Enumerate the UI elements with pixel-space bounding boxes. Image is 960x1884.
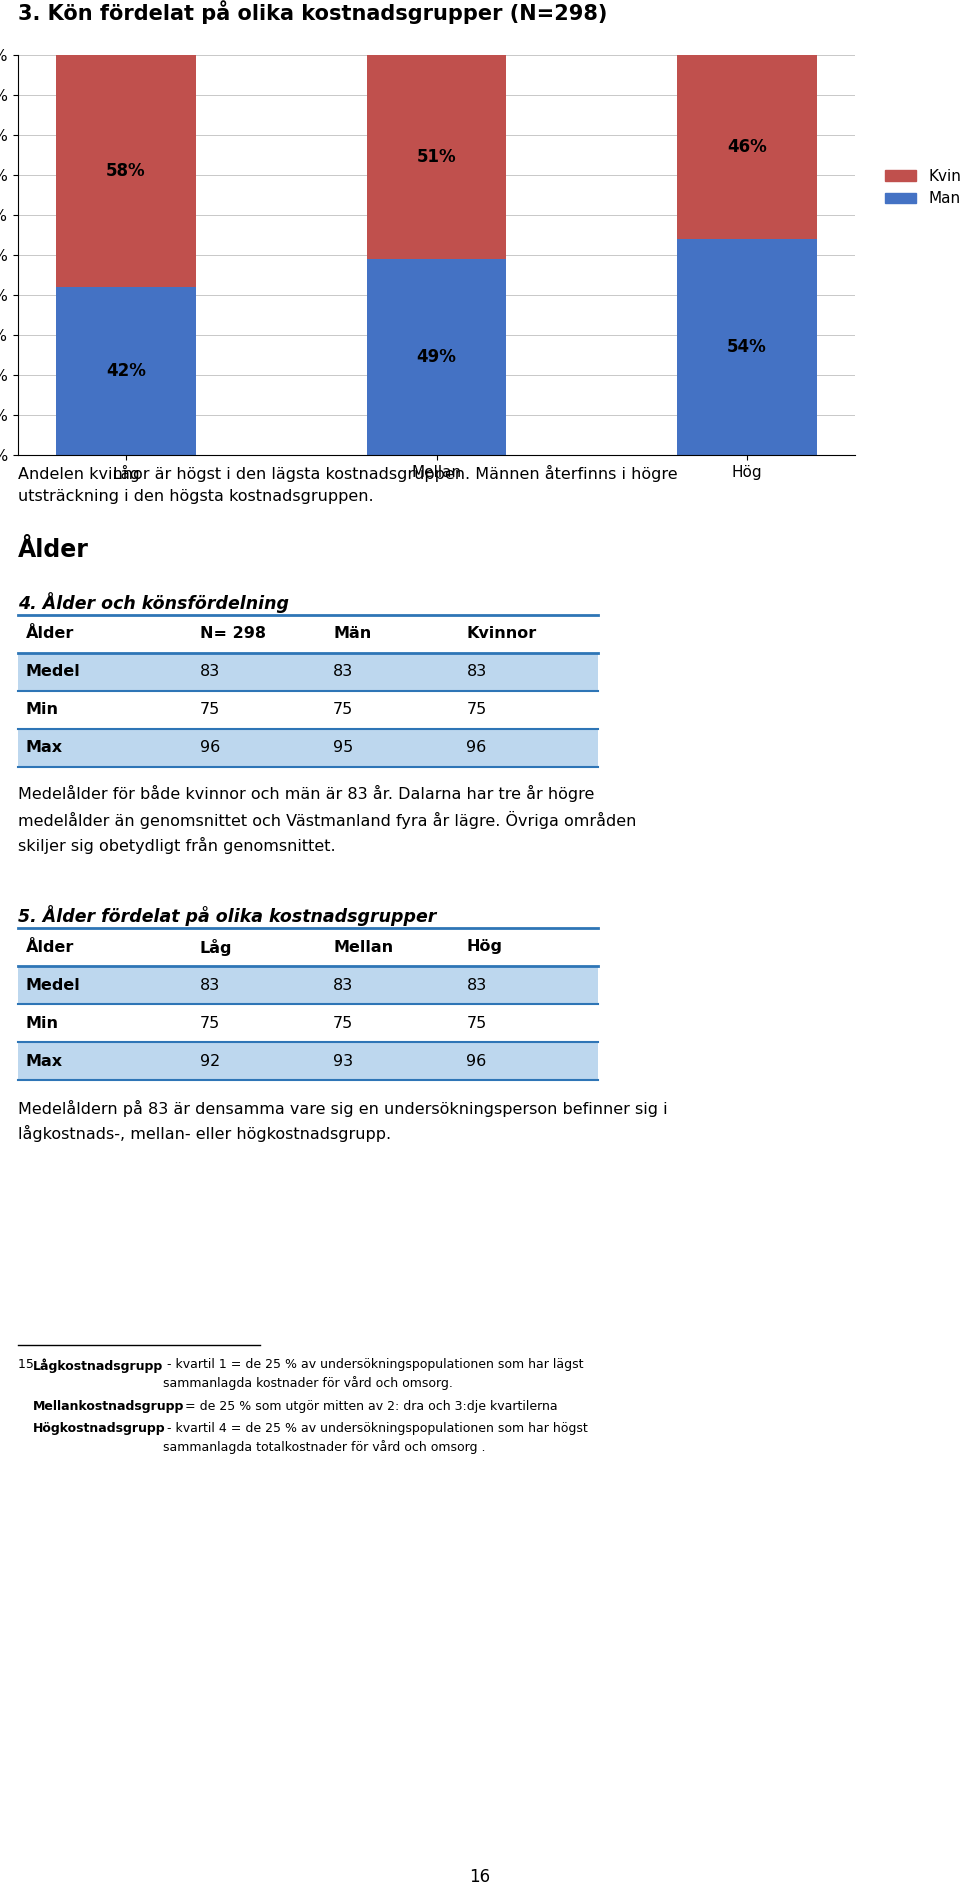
Text: 4. Ålder och könsfördelning: 4. Ålder och könsfördelning [18, 592, 289, 612]
Text: 83: 83 [200, 665, 220, 680]
Legend: Kvinna, Man: Kvinna, Man [879, 162, 960, 213]
Text: Mellankostnadsgrupp: Mellankostnadsgrupp [33, 1400, 184, 1413]
Text: - kvartil 4 = de 25 % av undersökningspopulationen som har högst
sammanlagda tot: - kvartil 4 = de 25 % av undersökningspo… [163, 1422, 588, 1454]
Text: Max: Max [26, 1053, 62, 1068]
Text: 54%: 54% [728, 337, 767, 356]
Text: Lågkostnadsgrupp: Lågkostnadsgrupp [33, 1358, 163, 1373]
Text: 83: 83 [333, 978, 353, 993]
Text: Kvinnor: Kvinnor [467, 627, 537, 641]
Text: Mellan: Mellan [333, 940, 394, 955]
Text: 58%: 58% [107, 162, 146, 181]
Bar [367, 258, 506, 456]
Text: Högkostnadsgrupp: Högkostnadsgrupp [33, 1422, 166, 1436]
Text: 75: 75 [333, 703, 353, 718]
Text: Max: Max [26, 740, 62, 755]
Text: Hög: Hög [467, 940, 502, 955]
Text: Ålder: Ålder [18, 539, 89, 561]
Text: Ålder: Ålder [26, 940, 74, 955]
Text: 5. Ålder fördelat på olika kostnadsgrupper: 5. Ålder fördelat på olika kostnadsgrupp… [18, 904, 437, 925]
Text: 83: 83 [467, 978, 487, 993]
Bar [677, 239, 817, 456]
Text: Medel: Medel [26, 978, 81, 993]
Text: 75: 75 [200, 703, 220, 718]
Text: Medelålder för både kvinnor och män är 83 år. Dalarna har tre år högre
medelålde: Medelålder för både kvinnor och män är 8… [18, 786, 636, 855]
Text: 51%: 51% [417, 149, 456, 166]
Text: 83: 83 [200, 978, 220, 993]
Text: 96: 96 [467, 740, 487, 755]
Bar [56, 286, 196, 456]
Text: 96: 96 [467, 1053, 487, 1068]
Text: Min: Min [26, 1015, 59, 1031]
Text: Medelåldern på 83 är densamma vare sig en undersökningsperson befinner sig i
låg: Medelåldern på 83 är densamma vare sig e… [18, 1100, 667, 1142]
Text: 75: 75 [467, 703, 487, 718]
Text: 83: 83 [467, 665, 487, 680]
Text: 42%: 42% [106, 362, 146, 381]
Text: 75: 75 [467, 1015, 487, 1031]
Bar [56, 55, 196, 286]
Text: 49%: 49% [417, 349, 456, 365]
Text: 46%: 46% [728, 138, 767, 156]
Text: 75: 75 [200, 1015, 220, 1031]
Text: Män: Män [333, 627, 372, 641]
Text: 93: 93 [333, 1053, 353, 1068]
Text: 96: 96 [200, 740, 220, 755]
Text: N= 298: N= 298 [200, 627, 266, 641]
Text: Andelen kvinnor är högst i den lägsta kostnadsgruppen. Männen återfinns i högre
: Andelen kvinnor är högst i den lägsta ko… [18, 465, 678, 505]
Text: - kvartil 1 = de 25 % av undersökningspopulationen som har lägst
sammanlagda kos: - kvartil 1 = de 25 % av undersökningspo… [163, 1358, 584, 1390]
Text: 16: 16 [469, 1869, 491, 1884]
Text: = de 25 % som utgör mitten av 2: dra och 3:dje kvartilerna: = de 25 % som utgör mitten av 2: dra och… [181, 1400, 558, 1413]
Text: 95: 95 [333, 740, 353, 755]
Text: Min: Min [26, 703, 59, 718]
Text: 75: 75 [333, 1015, 353, 1031]
Text: 3. Kön fördelat på olika kostnadsgrupper (N=298): 3. Kön fördelat på olika kostnadsgrupper… [18, 0, 608, 24]
Bar [677, 55, 817, 239]
Text: Låg: Låg [200, 938, 232, 955]
Text: Ålder: Ålder [26, 627, 74, 641]
Text: Medel: Medel [26, 665, 81, 680]
Text: 83: 83 [333, 665, 353, 680]
Text: 92: 92 [200, 1053, 220, 1068]
Bar [367, 55, 506, 258]
Text: 15: 15 [18, 1358, 37, 1372]
